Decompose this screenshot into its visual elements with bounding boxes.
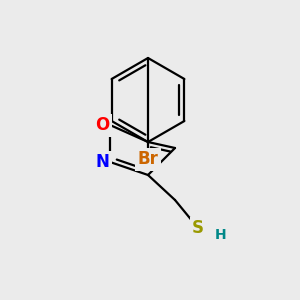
Text: H: H xyxy=(215,228,226,242)
Text: O: O xyxy=(95,116,109,134)
Text: N: N xyxy=(95,153,109,171)
Text: S: S xyxy=(192,219,204,237)
Text: Br: Br xyxy=(138,150,158,168)
